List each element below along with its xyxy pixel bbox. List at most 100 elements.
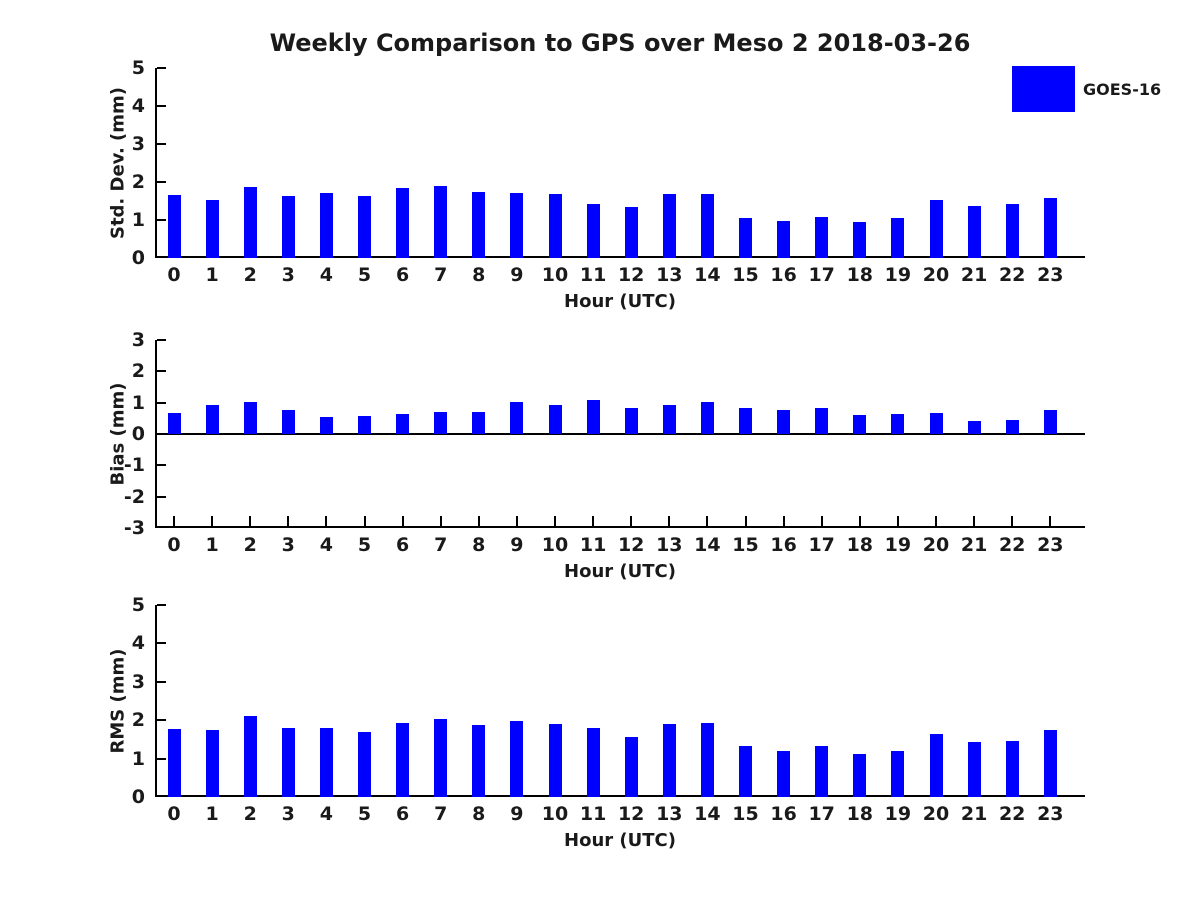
bias-hour-label-16: 16 — [770, 534, 797, 556]
rms-x-axis-label: Hour (UTC) — [564, 830, 676, 851]
bias-hour-label-2: 2 — [243, 534, 257, 556]
rms-hour-label-18: 18 — [846, 803, 874, 825]
rms-hour-label-6: 6 — [395, 803, 410, 825]
bias-hour-label-9: 9 — [510, 534, 524, 556]
bias-hour-label-19: 19 — [884, 534, 912, 556]
stddev-hour-label-12: 12 — [617, 264, 645, 286]
rms-hour-label-12: 12 — [617, 803, 645, 825]
bias-x-tick — [439, 516, 442, 526]
bias-hour-label-5: 5 — [357, 534, 372, 556]
bias-y-tick — [157, 339, 166, 341]
stddev-hour-label-8: 8 — [472, 264, 486, 286]
stddev-bar-hour-10 — [548, 194, 562, 258]
stddev-y-tick-label: 2 — [131, 171, 145, 193]
bias-x-axis-line — [155, 526, 1085, 528]
bias-y-tick — [157, 464, 166, 467]
stddev-y-tick — [157, 67, 166, 69]
stddev-hour-label-15: 15 — [732, 264, 759, 286]
bias-x-tick — [287, 516, 290, 526]
stddev-hour-label-3: 3 — [281, 264, 295, 286]
stddev-y-tick — [157, 105, 166, 107]
bias-x-tick — [554, 516, 556, 526]
bias-x-tick — [173, 516, 175, 526]
stddev-bar-hour-11 — [586, 204, 600, 258]
bias-bar-hour-8 — [472, 412, 486, 434]
bias-x-axis-label: Hour (UTC) — [564, 561, 676, 582]
rms-bar-hour-3 — [281, 727, 295, 797]
stddev-y-tick-label: 0 — [131, 247, 145, 269]
stddev-bar-hour-19 — [891, 218, 905, 258]
bias-x-tick — [363, 516, 366, 526]
bias-y-tick-label: 0 — [131, 423, 145, 445]
rms-hour-label-8: 8 — [472, 803, 486, 825]
stddev-bar-hour-5 — [358, 196, 371, 258]
stddev-bar-hour-6 — [396, 188, 410, 258]
stddev-bar-hour-7 — [434, 185, 448, 258]
bias-hour-label-11: 11 — [579, 534, 607, 556]
bias-hour-label-17: 17 — [808, 534, 835, 556]
bias-bar-hour-23 — [1043, 410, 1057, 434]
bias-y-tick-label: -3 — [123, 517, 145, 539]
bias-bar-hour-2 — [243, 402, 257, 434]
bias-hour-label-0: 0 — [167, 534, 181, 556]
rms-y-tick — [157, 604, 166, 606]
bias-plot-area — [155, 339, 1085, 528]
bias-hour-label-8: 8 — [472, 534, 486, 556]
stddev-bar-hour-1 — [205, 200, 219, 258]
bias-y-tick — [157, 495, 166, 498]
bias-bar-hour-22 — [1005, 419, 1019, 434]
bias-bar-hour-9 — [510, 402, 524, 434]
rms-hour-label-1: 1 — [205, 803, 219, 825]
stddev-hour-label-5: 5 — [357, 264, 372, 286]
stddev-hour-label-1: 1 — [205, 264, 219, 286]
bias-bar-hour-20 — [929, 413, 943, 434]
rms-hour-label-23: 23 — [1037, 803, 1064, 825]
rms-bar-hour-8 — [472, 725, 486, 797]
bias-bar-hour-3 — [281, 409, 295, 434]
stddev-hour-label-23: 23 — [1037, 264, 1064, 286]
rms-y-tick-label: 0 — [131, 786, 145, 808]
bias-y-tick-label: 1 — [131, 391, 145, 414]
bias-hour-label-13: 13 — [656, 534, 683, 556]
rms-bar-hour-13 — [662, 723, 676, 797]
bias-hour-label-15: 15 — [732, 534, 759, 556]
rms-hour-label-2: 2 — [243, 803, 257, 825]
stddev-y-tick-label: 4 — [131, 95, 145, 117]
rms-hour-label-21: 21 — [960, 803, 988, 825]
stddev-bar-hour-0 — [167, 195, 181, 258]
bias-bar-hour-4 — [319, 417, 333, 434]
rms-y-tick — [157, 642, 166, 645]
stddev-bar-hour-14 — [700, 194, 714, 258]
bias-hour-label-4: 4 — [319, 534, 333, 556]
stddev-bar-hour-17 — [815, 216, 829, 258]
rms-bar-hour-23 — [1043, 730, 1057, 797]
bias-x-tick — [668, 516, 671, 526]
stddev-hour-label-20: 20 — [922, 264, 950, 286]
rms-bar-hour-12 — [624, 737, 638, 797]
rms-bar-hour-2 — [243, 715, 257, 797]
bias-y-tick — [157, 370, 166, 373]
stddev-hour-label-10: 10 — [541, 264, 569, 286]
bias-x-tick — [401, 516, 404, 526]
rms-bar-hour-19 — [891, 750, 905, 797]
rms-bar-hour-10 — [548, 724, 562, 797]
stddev-y-tick — [157, 181, 166, 183]
bias-x-tick — [744, 516, 747, 526]
bias-y-tick-label: 2 — [131, 360, 145, 383]
bias-bar-hour-12 — [624, 407, 638, 434]
bias-bar-hour-21 — [967, 420, 981, 434]
stddev-bar-hour-18 — [853, 221, 867, 258]
bias-hour-label-21: 21 — [960, 534, 988, 556]
rms-hour-label-9: 9 — [510, 803, 524, 825]
rms-bar-hour-21 — [967, 742, 981, 797]
stddev-bar-hour-8 — [472, 191, 486, 258]
rms-hour-label-7: 7 — [434, 803, 448, 825]
bias-hour-label-6: 6 — [395, 534, 410, 556]
rms-x-axis-line — [155, 795, 1085, 797]
rms-y-tick — [157, 757, 166, 760]
rms-hour-label-4: 4 — [319, 803, 333, 825]
bias-bar-hour-0 — [167, 413, 181, 434]
rms-bar-hour-11 — [586, 727, 600, 797]
stddev-y-tick — [157, 219, 166, 221]
